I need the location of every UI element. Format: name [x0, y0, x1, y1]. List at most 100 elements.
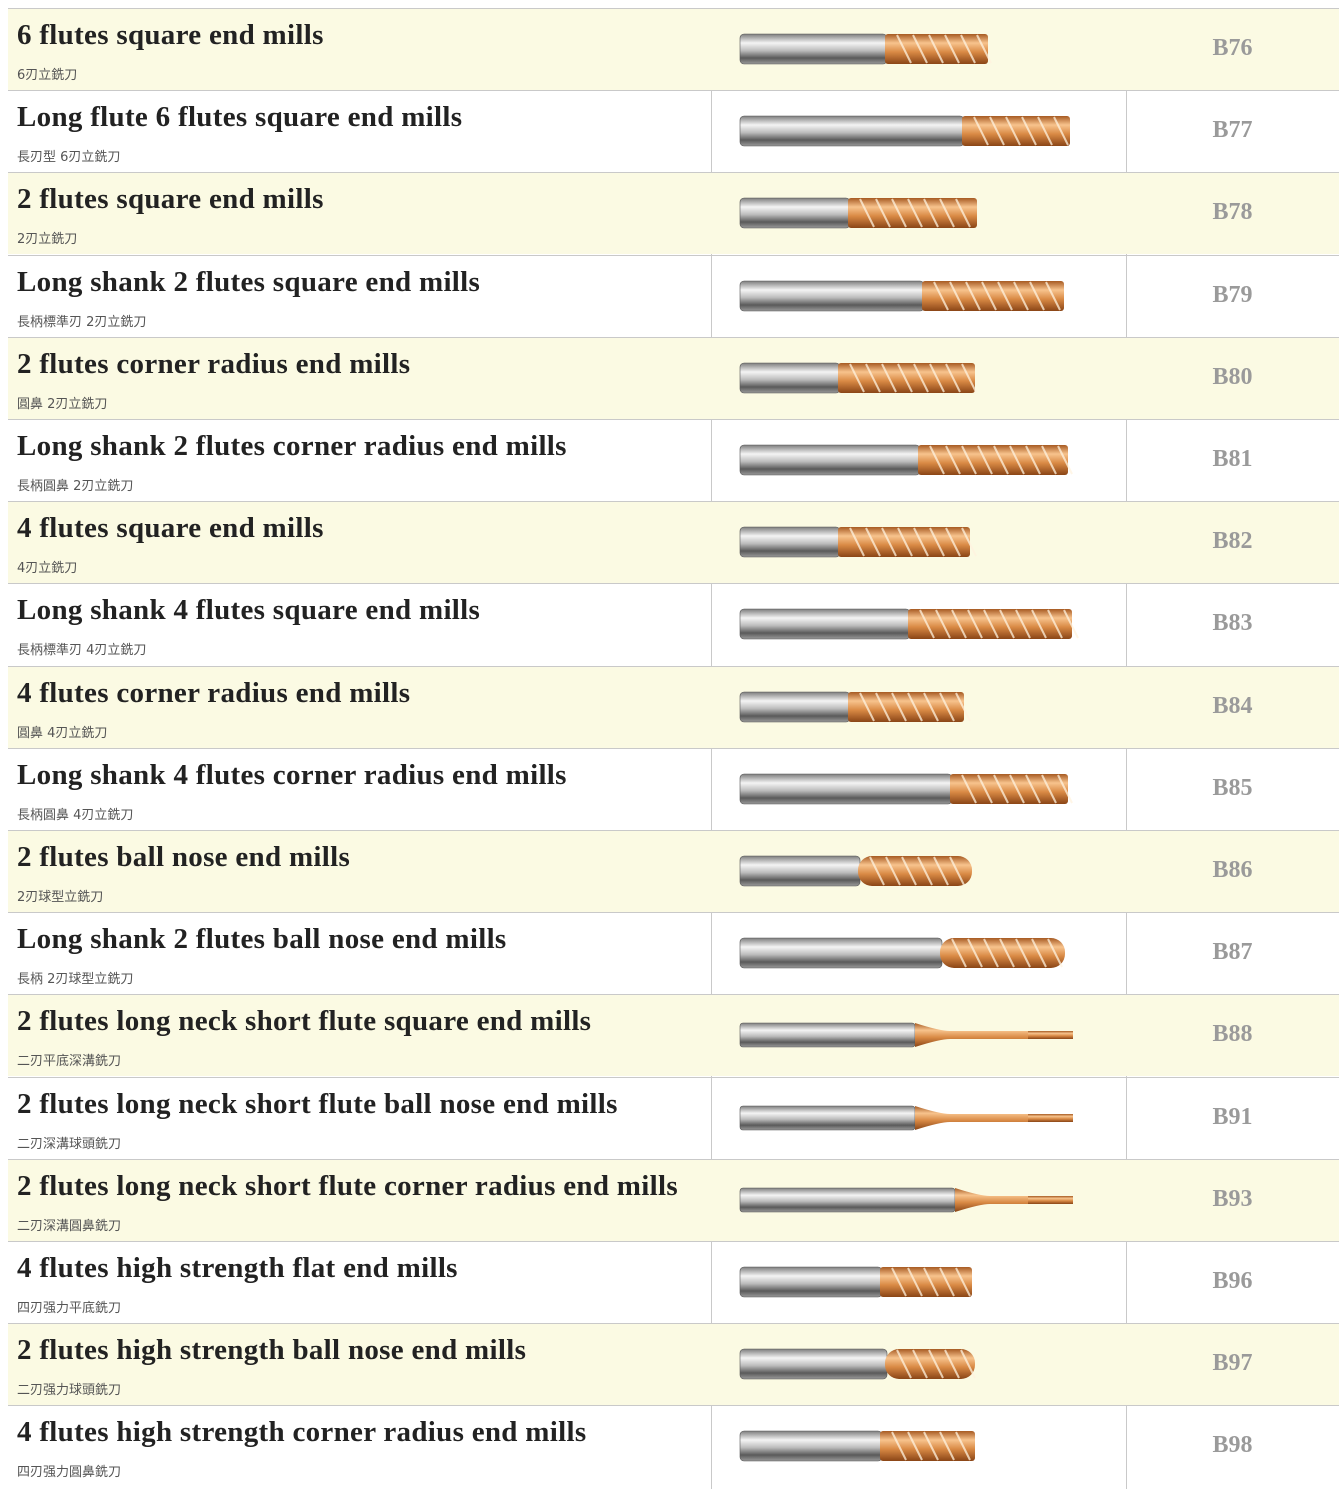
flute-edge	[923, 1267, 939, 1297]
table-row: Long shank 2 flutes corner radius end mi…	[8, 419, 1339, 501]
table-row: 4 flutes high strength flat end mills 四刃强…	[8, 1241, 1339, 1323]
tool-image	[739, 444, 1073, 476]
title: 2 flutes ball nose end mills	[17, 841, 351, 873]
shank	[739, 115, 965, 147]
flute-edge	[913, 363, 929, 393]
flute-edge	[977, 445, 993, 475]
code: B97	[1212, 1350, 1253, 1377]
table-row: Long flute 6 flutes square end mills 長刃型 …	[8, 90, 1339, 172]
flute-edge	[945, 445, 961, 475]
title: Long shank 2 flutes square end mills	[17, 265, 481, 298]
code: B98	[1212, 1432, 1253, 1459]
flute-edge	[977, 774, 993, 804]
tool-image	[739, 33, 992, 65]
flute-edge	[1005, 116, 1021, 146]
flute-edge	[1009, 445, 1025, 475]
flute-edge	[939, 1267, 955, 1297]
flute-edge	[973, 116, 989, 146]
tool-image	[739, 937, 1065, 969]
shank	[739, 1187, 956, 1213]
tool-image	[739, 526, 977, 558]
flute-edge	[913, 527, 929, 557]
table-row: 2 flutes long neck short flute ball nose…	[8, 1076, 1339, 1159]
flute-edge	[849, 527, 865, 557]
shank	[739, 362, 841, 394]
flute-edge	[1015, 609, 1031, 639]
flute-edge	[939, 1431, 955, 1461]
flute-edge	[875, 692, 891, 722]
flute-edge	[1031, 609, 1047, 639]
flute	[950, 773, 1068, 804]
shank	[739, 1266, 883, 1298]
shank	[739, 198, 851, 229]
flute-edge	[960, 1349, 976, 1379]
flute-edge	[1041, 774, 1057, 804]
flute-edge	[961, 774, 977, 804]
flute-edge	[976, 34, 992, 64]
subtitle: 長刃型 6刃立銑刀	[17, 150, 121, 166]
flute-edge	[961, 445, 977, 475]
code: B88	[1212, 1021, 1253, 1048]
code: B79	[1212, 281, 1253, 308]
flute-edge	[989, 116, 1005, 146]
flute-edge	[869, 856, 885, 886]
subtitle: 長柄標準刃 2刃立銑刀	[17, 314, 147, 330]
flute-edge	[897, 363, 913, 393]
flute-edge	[881, 527, 897, 557]
subtitle: 2刃立銑刀	[17, 232, 78, 248]
flute	[858, 856, 972, 886]
shank	[739, 280, 925, 311]
subtitle: 長柄標準刃 4刃立銑刀	[17, 643, 147, 659]
flute-edge	[965, 281, 981, 311]
flute-edge	[933, 856, 949, 886]
code: B80	[1212, 363, 1253, 390]
flute-edge	[960, 34, 976, 64]
title: Long shank 2 flutes ball nose end mills	[17, 923, 507, 956]
shank	[739, 937, 943, 969]
code: B96	[1212, 1268, 1253, 1294]
flute-edge	[1031, 938, 1047, 968]
flute-edge	[945, 527, 961, 557]
flute-edge	[928, 1349, 944, 1379]
flute-edge	[1021, 116, 1037, 146]
flute-edge	[1063, 609, 1079, 639]
flute-edge	[881, 363, 897, 393]
flute-edge	[949, 856, 965, 886]
title: 2 flutes long neck short flute square en…	[17, 1005, 592, 1038]
flute-edge	[885, 856, 901, 886]
flute-edge	[955, 692, 971, 722]
flute-edge	[951, 938, 967, 968]
flute-edge	[929, 445, 945, 475]
code: B84	[1212, 692, 1253, 719]
table-row: Long shank 4 flutes square end mills 長柄標準…	[8, 583, 1339, 665]
subtitle: 四刃强力圓鼻銑刀	[17, 1465, 122, 1481]
title: 4 flutes square end mills	[17, 512, 324, 545]
flute	[922, 280, 1064, 311]
flute-edge	[955, 1431, 971, 1461]
tool-image	[739, 1105, 1073, 1130]
flute-edge	[961, 527, 977, 557]
flute-edge	[961, 363, 977, 393]
flute-edge	[891, 1431, 907, 1461]
title: Long shank 4 flutes corner radius end mi…	[17, 758, 567, 791]
subtitle: 長柄圓鼻 2刃立銑刀	[17, 479, 134, 494]
flute-edge	[1025, 774, 1041, 804]
flute-edge	[955, 1267, 971, 1297]
subtitle: 二刃平底深溝銑刀	[17, 1054, 122, 1070]
table-row: 2 flutes square end mills 2刃立銑刀 B78	[8, 172, 1339, 255]
table-row: 6 flutes square end mills 6刃立銑刀 B76	[8, 8, 1339, 90]
title: 2 flutes high strength ball nose end mil…	[17, 1334, 527, 1367]
flute-edge	[897, 527, 913, 557]
flute-edge	[917, 856, 933, 886]
flute-edge	[1029, 281, 1045, 311]
flute	[1028, 1113, 1073, 1122]
flute-edge	[859, 692, 875, 722]
tool-image	[739, 855, 972, 887]
flute-edge	[939, 198, 955, 228]
table-row: Long shank 4 flutes corner radius end mi…	[8, 747, 1339, 830]
flute-edge	[891, 692, 907, 722]
neck	[915, 1105, 1028, 1130]
flute-edge	[907, 1431, 923, 1461]
flute-edge	[929, 527, 945, 557]
flute-edge	[949, 281, 965, 311]
